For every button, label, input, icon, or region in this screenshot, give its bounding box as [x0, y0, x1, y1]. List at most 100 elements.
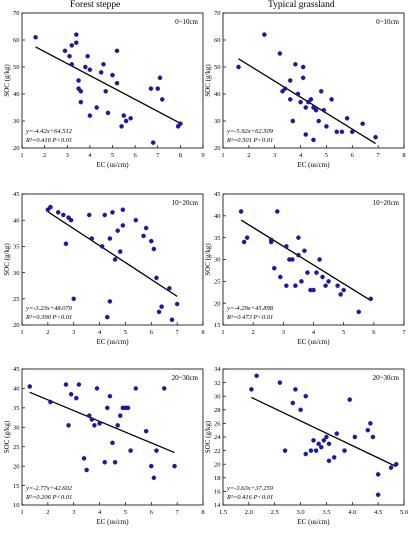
data-point — [298, 407, 303, 413]
scatter-panel-1: 1 2 3 4 5 6 7 8 9 20 30 40 50 60 70 EC (us/cm) SOC (g/kg… — [3, 10, 205, 169]
data-point — [334, 431, 340, 436]
x-axis-label: EC (us/cm) — [297, 518, 330, 526]
y-tick-label: 50 — [214, 64, 221, 71]
data-point — [97, 421, 102, 426]
y-tick-label: 32 — [214, 380, 221, 387]
regression-equation: y=-5.92x+62.509 — [226, 128, 274, 135]
data-point — [331, 455, 337, 460]
data-point — [311, 137, 316, 143]
x-tick-label: 8 — [179, 152, 182, 159]
data-point — [87, 67, 93, 72]
data-point — [151, 246, 157, 252]
y-tick-label: 20 — [13, 322, 20, 329]
data-point — [55, 210, 61, 215]
y-tick-label: 60 — [13, 37, 20, 44]
data-point — [311, 105, 316, 110]
x-tick-label: 5.0 — [400, 509, 408, 516]
x-tick-label: 4 — [98, 329, 102, 336]
x-tick-label: 1 — [20, 152, 23, 159]
data-point — [69, 62, 75, 67]
data-point — [241, 239, 247, 245]
y-tick-label: 28 — [214, 407, 221, 414]
data-point — [94, 386, 100, 391]
data-point — [293, 283, 298, 288]
data-point — [284, 244, 289, 249]
data-point — [352, 434, 358, 440]
y-tick-label: 45 — [13, 191, 20, 198]
data-point — [169, 317, 175, 323]
x-axis-label: EC (us/cm) — [96, 161, 129, 169]
data-point — [324, 124, 329, 129]
data-point — [326, 458, 332, 464]
regression-equation: y=-3.23x+48.070 — [25, 305, 73, 312]
x-tick-label: 2.5 — [271, 509, 279, 516]
x-tick-label: 7 — [402, 329, 406, 336]
data-point — [148, 86, 154, 91]
r-squared-label: R²=0.501 P<0.01 — [226, 137, 273, 144]
data-point — [61, 212, 66, 218]
data-point — [107, 393, 113, 399]
data-point — [368, 421, 373, 426]
regression-line — [47, 211, 178, 297]
x-tick-label: 3.5 — [322, 509, 330, 516]
data-point — [98, 70, 104, 75]
y-tick-label: 18 — [214, 475, 221, 482]
data-point — [74, 395, 79, 401]
regression-line — [35, 46, 181, 124]
x-axis-label: EC (us/cm) — [96, 338, 129, 346]
r-squared-label: R²=0.206 P<0.01 — [25, 494, 72, 501]
data-point — [296, 252, 301, 258]
y-tick-label: 60 — [214, 37, 221, 44]
x-tick-label: 5 — [342, 329, 345, 336]
x-tick-label: 1 — [20, 509, 23, 516]
regression-line — [251, 396, 397, 468]
data-point — [314, 270, 319, 275]
y-tick-label: 25 — [13, 296, 20, 303]
x-tick-label: 2 — [252, 329, 255, 336]
data-point — [92, 423, 97, 428]
data-point — [156, 309, 162, 315]
data-point — [313, 448, 319, 453]
column-title-forest-steppe: Forest steppe — [70, 0, 121, 10]
data-point — [68, 392, 74, 397]
data-point — [154, 275, 159, 281]
data-point — [326, 279, 331, 284]
y-tick-label: 10 — [13, 502, 20, 509]
data-point — [69, 43, 75, 48]
y-tick-label: 50 — [13, 64, 20, 71]
data-point — [249, 387, 254, 392]
x-tick-label: 4.5 — [374, 509, 382, 516]
data-point — [298, 99, 303, 105]
x-tick-label: 4 — [299, 152, 303, 159]
data-point — [280, 89, 285, 94]
data-point — [290, 400, 296, 406]
data-point — [282, 86, 288, 91]
data-point — [84, 467, 89, 473]
data-point — [87, 113, 93, 118]
data-point — [74, 32, 79, 37]
data-point — [393, 461, 399, 467]
data-point — [339, 129, 345, 135]
data-point — [27, 384, 33, 389]
data-point — [167, 286, 172, 291]
regression-line — [240, 219, 372, 302]
y-tick-label: 26 — [214, 421, 221, 428]
data-point — [118, 249, 123, 254]
x-tick-label: 3.0 — [297, 509, 305, 516]
data-point — [313, 107, 319, 113]
data-point — [115, 228, 120, 233]
data-point — [76, 382, 82, 387]
regression-equation: y=-2.77x+42.602 — [25, 485, 73, 492]
data-point — [86, 212, 92, 218]
x-tick-label: 6 — [134, 152, 138, 159]
x-axis-label: EC (us/cm) — [297, 338, 330, 346]
data-point — [321, 438, 327, 443]
y-tick-label: 25 — [13, 444, 20, 451]
x-tick-label: 7 — [176, 329, 180, 336]
y-axis-label: SOC (g/kg) — [204, 243, 212, 276]
y-tick-label: 15 — [13, 483, 20, 490]
data-point — [105, 110, 111, 116]
x-tick-label: 4 — [312, 329, 316, 336]
data-point — [160, 97, 165, 102]
